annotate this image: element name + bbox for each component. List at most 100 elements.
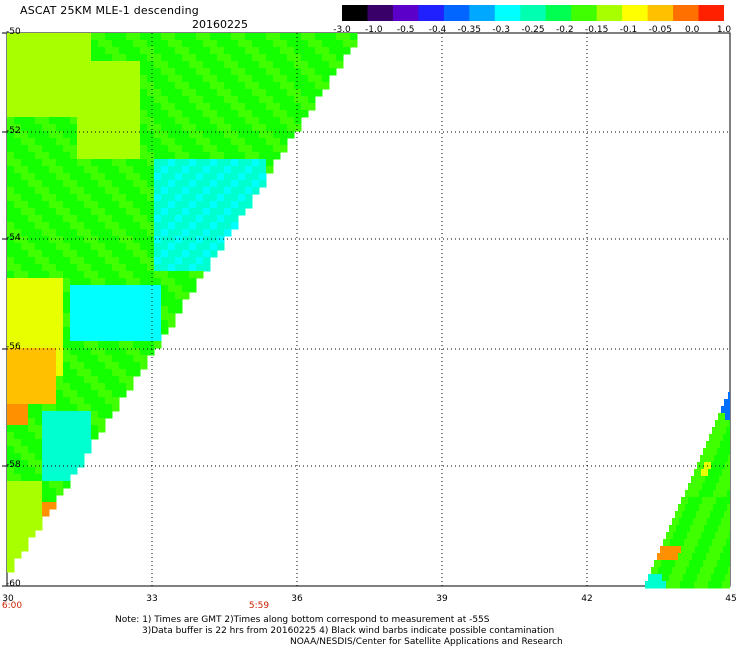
swath-cell xyxy=(168,278,176,286)
swath-cell xyxy=(70,187,78,195)
swath-cell xyxy=(35,166,43,174)
swath-cell xyxy=(714,567,722,575)
swath-cell xyxy=(14,334,22,342)
swath-cell xyxy=(147,180,155,188)
swath-cell xyxy=(189,173,197,181)
swath-cell xyxy=(245,138,253,146)
swath-cell xyxy=(42,334,50,342)
swath-cell xyxy=(63,334,71,342)
swath-cell xyxy=(715,581,723,589)
swath-cell xyxy=(84,152,92,160)
swath-cell xyxy=(231,208,239,216)
swath-cell xyxy=(49,439,57,447)
swath-cell xyxy=(14,404,22,412)
swath-cell xyxy=(210,117,218,125)
swath-cell xyxy=(49,369,57,377)
swath-cell xyxy=(168,159,176,167)
swath-cell xyxy=(189,236,197,244)
swath-cell xyxy=(217,145,225,153)
swath-cell xyxy=(119,47,127,55)
swath-cell xyxy=(84,68,92,76)
swath-cell xyxy=(42,187,50,195)
swath-cell xyxy=(77,47,85,55)
swath-cell xyxy=(21,145,29,153)
swath-cell xyxy=(56,243,64,251)
swath-cell xyxy=(63,250,71,258)
swath-cell xyxy=(322,54,330,62)
swath-cell xyxy=(63,390,71,398)
swath-cell xyxy=(84,54,92,62)
swath-cell xyxy=(14,537,22,545)
swath-cell xyxy=(14,54,22,62)
swath-cell xyxy=(336,40,344,48)
swath-cell xyxy=(56,75,64,83)
time-label-mid: 5:59 xyxy=(248,601,270,611)
swath-cell xyxy=(706,553,714,561)
swath-cell xyxy=(726,427,730,435)
swath-cell xyxy=(14,348,22,356)
swath-cell xyxy=(21,75,29,83)
swath-cell xyxy=(56,481,64,489)
swath-cell xyxy=(56,292,64,300)
swath-cell xyxy=(140,341,148,349)
swath-cell xyxy=(695,546,703,554)
swath-cell xyxy=(56,138,64,146)
swath-cell xyxy=(133,68,141,76)
swath-cell xyxy=(84,376,92,384)
swath-cell xyxy=(42,250,50,258)
swath-cell xyxy=(91,187,99,195)
swath-cell xyxy=(7,152,15,160)
swath-cell xyxy=(147,96,155,104)
swath-cell xyxy=(7,243,15,251)
swath-cell xyxy=(49,271,57,279)
swath-cell xyxy=(175,138,183,146)
swath-cell xyxy=(189,110,197,118)
swath-cell xyxy=(7,222,15,230)
swath-cell xyxy=(676,525,684,533)
swath-cell xyxy=(70,145,78,153)
swath-cell xyxy=(35,103,43,111)
swath-cell xyxy=(702,497,710,505)
swath-cell xyxy=(35,40,43,48)
swath-cell xyxy=(105,285,113,293)
swath-cell xyxy=(105,334,113,342)
swath-cell xyxy=(112,362,120,370)
swath-cell xyxy=(49,390,57,398)
swath-cell xyxy=(7,362,15,370)
swath-cell xyxy=(77,397,85,405)
swath-cell xyxy=(259,47,267,55)
swath-cell xyxy=(42,383,50,391)
swath-cell xyxy=(70,418,78,426)
swath-cell xyxy=(42,257,50,265)
lon-label-36: 36 xyxy=(291,594,303,604)
swath-cell xyxy=(105,33,113,41)
swath-cell xyxy=(63,208,71,216)
swath-cell xyxy=(56,180,64,188)
swath-cell xyxy=(21,138,29,146)
swath-cell xyxy=(126,110,134,118)
swath-cell xyxy=(252,124,260,132)
swath-cell xyxy=(98,341,106,349)
swath-cell xyxy=(154,250,162,258)
swath-cell xyxy=(126,194,134,202)
swath-cell xyxy=(196,40,204,48)
lat-label-60: -60 xyxy=(6,579,21,589)
swath-cell xyxy=(112,40,120,48)
swath-cell xyxy=(84,320,92,328)
swath-cell xyxy=(133,75,141,83)
swath-cell xyxy=(133,250,141,258)
swath-cell xyxy=(35,355,43,363)
swath-cell xyxy=(140,320,148,328)
swath-cell xyxy=(126,33,134,41)
swath-cell xyxy=(63,138,71,146)
swath-cell xyxy=(21,257,29,265)
swath-cell xyxy=(266,166,274,174)
swath-cell xyxy=(154,54,162,62)
swath-cell xyxy=(77,299,85,307)
swath-cell xyxy=(21,474,29,482)
swath-cell xyxy=(294,47,302,55)
swath-cell xyxy=(7,215,15,223)
swath-cell xyxy=(238,33,246,41)
swath-cell xyxy=(716,434,724,442)
